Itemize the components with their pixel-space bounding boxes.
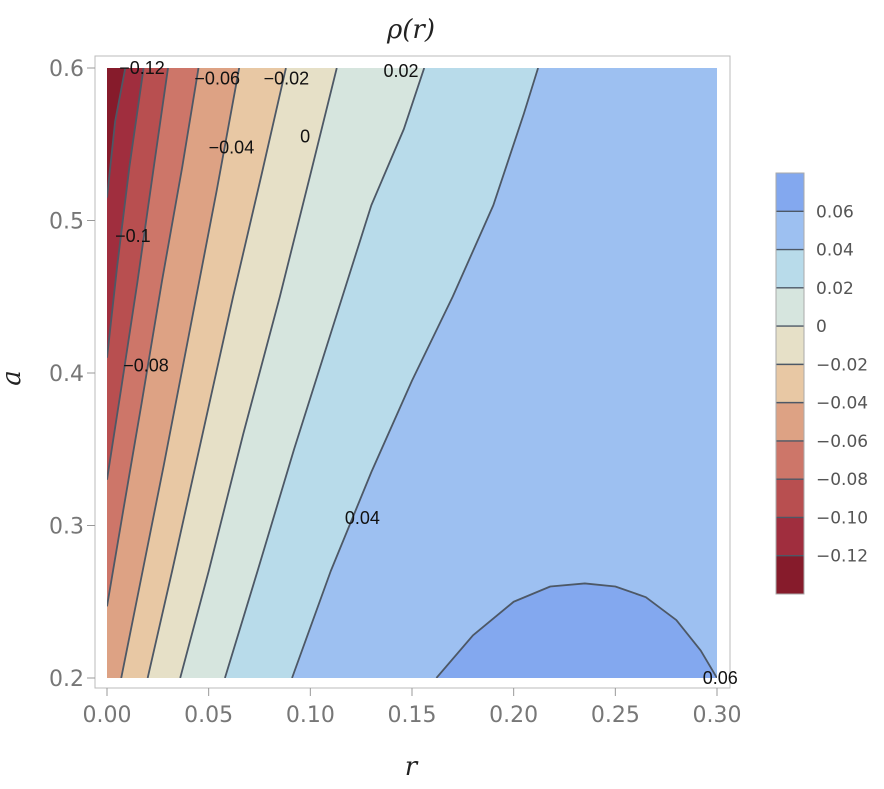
colorbar-tick-label: 0.02 [816, 279, 854, 299]
contour-plot-area: −0.12 −0.06 −0.02 0.02 −0.04 0 −0.1 −0.08 0.04 0.… [94, 55, 738, 689]
x-tick-label: 0.05 [184, 703, 233, 728]
region-0-04-to-0-06 [292, 68, 717, 678]
colorbar-tick-label: 0.06 [816, 202, 854, 222]
colorbar-tick-label: −0.10 [816, 508, 868, 528]
contour-label: 0.02 [384, 61, 419, 81]
x-axis: 0.00 0.05 0.10 0.15 0.20 0.25 0.30 [83, 688, 742, 728]
colorbar-tick-label: −0.02 [816, 355, 868, 375]
x-tick-label: 0.30 [693, 703, 742, 728]
y-tick-label: 0.5 [49, 210, 84, 235]
colorbar-tick-label: −0.08 [816, 470, 868, 490]
colorbar-frame [775, 172, 805, 595]
contour-label: 0.06 [703, 668, 738, 688]
contour-label: −0.04 [209, 137, 255, 157]
y-axis-title: a [0, 370, 27, 386]
contour-line-0 [179, 68, 338, 678]
colorbar-swatch [776, 326, 804, 365]
contour-line-0-08 [107, 68, 169, 480]
contour-line-0-04 [120, 68, 241, 678]
contour-line-0-06 [435, 582, 717, 678]
x-tick-label: 0.15 [388, 703, 437, 728]
colorbar-swatch [776, 173, 804, 212]
colorbar-tick-label: −0.12 [816, 547, 868, 567]
colorbar-tick-label: −0.04 [816, 394, 868, 414]
colorbar-swatch [776, 555, 804, 594]
contour-line-0-02 [146, 68, 287, 678]
contour-label: 0.04 [345, 508, 380, 528]
contour-label: −0.12 [119, 58, 165, 78]
contour-line-0-04 [291, 68, 539, 678]
colorbar-swatch [776, 287, 804, 327]
colorbar-swatch [776, 479, 804, 518]
colorbar-swatch [776, 249, 804, 288]
x-tick-label: 0.25 [591, 703, 640, 728]
x-axis-title: r [405, 752, 419, 782]
contour-labels: −0.12 −0.06 −0.02 0.02 −0.04 0 −0.1 −0.08 0.04 0.… [115, 58, 738, 688]
contour-label: 0 [300, 127, 310, 147]
colorbar-swatch [776, 211, 804, 250]
colorbar: 0.06 0.04 0.02 0 −0.02 −0.04 −0.06 −0.08 −0.10 −0… [775, 172, 868, 595]
colorbar-tick-label: −0.06 [816, 432, 868, 452]
contour-regions [107, 68, 717, 678]
colorbar-swatch [776, 402, 804, 441]
x-tick-label: 0.00 [83, 703, 132, 728]
colorbar-swatch [776, 364, 804, 403]
y-axis: 0.2 0.3 0.4 0.5 0.6 [49, 57, 95, 692]
contour-line-0-06 [107, 68, 200, 607]
chart-title: ρ(r) [386, 15, 435, 45]
x-tick-label: 0.20 [489, 703, 538, 728]
colorbar-swatch [776, 517, 804, 556]
contour-line-0-1 [107, 68, 145, 358]
x-tick-label: 0.10 [286, 703, 335, 728]
contour-label: −0.06 [194, 69, 240, 89]
region-0-06-to-0-08 [436, 583, 717, 678]
contour-label: −0.1 [115, 226, 151, 246]
colorbar-swatch [776, 440, 804, 480]
contour-label: −0.08 [123, 355, 169, 375]
y-tick-label: 0.3 [49, 515, 84, 540]
y-tick-label: 0.2 [49, 667, 84, 692]
colorbar-tick-label: 0 [816, 317, 827, 337]
contour-line-0-02 [224, 68, 426, 678]
contour-line-0-12 [107, 68, 127, 198]
colorbar-tick-label: 0.04 [816, 241, 854, 261]
contour-label: −0.02 [264, 69, 310, 89]
y-tick-label: 0.4 [49, 362, 84, 387]
contour-lines [107, 68, 717, 678]
y-tick-label: 0.6 [49, 57, 84, 82]
